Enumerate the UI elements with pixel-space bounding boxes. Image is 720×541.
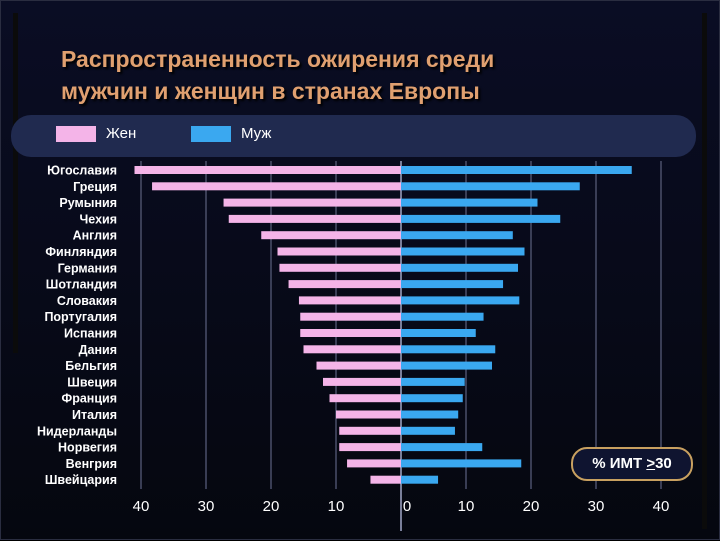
legend-swatch-women xyxy=(56,126,96,142)
bar-women-13 xyxy=(323,377,401,386)
category-label: Франция xyxy=(62,392,117,406)
bmi-box: % ИМТ >30 xyxy=(571,447,693,481)
bar-men-8 xyxy=(401,296,520,305)
bar-women-0 xyxy=(134,166,401,174)
category-label: Югославия xyxy=(47,164,117,178)
bar-women-11 xyxy=(303,345,401,354)
category-label: Шотландия xyxy=(46,278,117,292)
bar-men-9 xyxy=(401,312,484,321)
bar-women-10 xyxy=(300,329,401,337)
category-label: Норвегия xyxy=(58,441,117,455)
left-frame-bar xyxy=(13,13,18,353)
right-frame-bar xyxy=(702,13,707,529)
tick-label-left: 10 xyxy=(328,498,345,515)
bar-women-8 xyxy=(298,296,401,305)
bar-women-12 xyxy=(316,361,401,370)
bar-men-18 xyxy=(401,459,522,468)
category-label: Германия xyxy=(58,261,117,275)
bar-women-6 xyxy=(279,263,401,272)
category-label: Нидерланды xyxy=(37,424,117,438)
category-label: Испания xyxy=(64,327,117,341)
category-label: Словакия xyxy=(57,294,117,308)
category-label: Венгрия xyxy=(66,457,117,471)
bar-women-3 xyxy=(228,214,401,223)
bar-men-11 xyxy=(401,345,496,354)
bar-men-19 xyxy=(401,475,439,484)
bar-men-13 xyxy=(401,377,465,386)
category-label: Швейцария xyxy=(45,473,117,487)
bar-men-14 xyxy=(401,394,463,403)
tick-label-center: 0 xyxy=(403,498,411,515)
category-label: Швеция xyxy=(67,375,117,389)
bmi-box-prefix: % ИМТ xyxy=(592,455,647,472)
bar-men-1 xyxy=(401,182,580,191)
category-label: Италия xyxy=(72,408,117,422)
category-label: Румыния xyxy=(59,196,117,210)
bar-men-16 xyxy=(401,426,455,435)
tick-label-right: 40 xyxy=(653,498,670,515)
bar-women-5 xyxy=(277,247,401,256)
tick-label-left: 40 xyxy=(133,498,150,515)
category-label: Чехия xyxy=(80,212,118,226)
bar-men-12 xyxy=(401,361,492,370)
bar-men-17 xyxy=(401,443,483,452)
category-label: Дания xyxy=(79,343,117,357)
bar-men-0 xyxy=(401,166,632,174)
bar-men-7 xyxy=(401,280,504,289)
bmi-box-value: 30 xyxy=(655,455,672,472)
bar-women-2 xyxy=(223,198,401,207)
bar-men-6 xyxy=(401,263,518,272)
bar-women-14 xyxy=(329,394,401,403)
bar-men-15 xyxy=(401,410,459,419)
category-label: Финляндия xyxy=(45,245,117,259)
bar-women-4 xyxy=(261,231,401,240)
bar-men-3 xyxy=(401,214,561,223)
bar-women-9 xyxy=(300,312,401,321)
legend-swatch-men xyxy=(191,126,231,142)
category-label: Бельгия xyxy=(65,359,117,373)
bmi-box-sign: > xyxy=(646,455,656,472)
bar-women-17 xyxy=(339,443,401,452)
legend: Жен Муж xyxy=(11,115,696,157)
category-label: Англия xyxy=(73,229,117,243)
category-label: Португалия xyxy=(44,310,117,324)
tick-label-right: 10 xyxy=(458,498,475,515)
bar-women-19 xyxy=(370,475,401,484)
category-label: Греция xyxy=(73,180,117,194)
bar-women-1 xyxy=(152,182,401,191)
bar-men-10 xyxy=(401,329,476,337)
tick-label-right: 20 xyxy=(523,498,540,515)
title-line-2: мужчин и женщин в странах Европы xyxy=(61,78,480,104)
slide-title: Распространенность ожирения среди мужчин… xyxy=(61,43,661,107)
bar-men-5 xyxy=(401,247,525,256)
bar-women-16 xyxy=(339,426,401,435)
bar-women-7 xyxy=(288,280,401,289)
tick-label-left: 20 xyxy=(263,498,280,515)
bar-women-18 xyxy=(347,459,401,468)
tick-label-left: 30 xyxy=(198,498,215,515)
legend-label-men: Муж xyxy=(241,125,272,142)
bar-women-15 xyxy=(336,410,401,419)
legend-label-women: Жен xyxy=(106,125,137,142)
bar-men-4 xyxy=(401,231,513,240)
tick-label-right: 30 xyxy=(588,498,605,515)
title-line-1: Распространенность ожирения среди xyxy=(61,46,495,72)
bar-men-2 xyxy=(401,198,538,207)
